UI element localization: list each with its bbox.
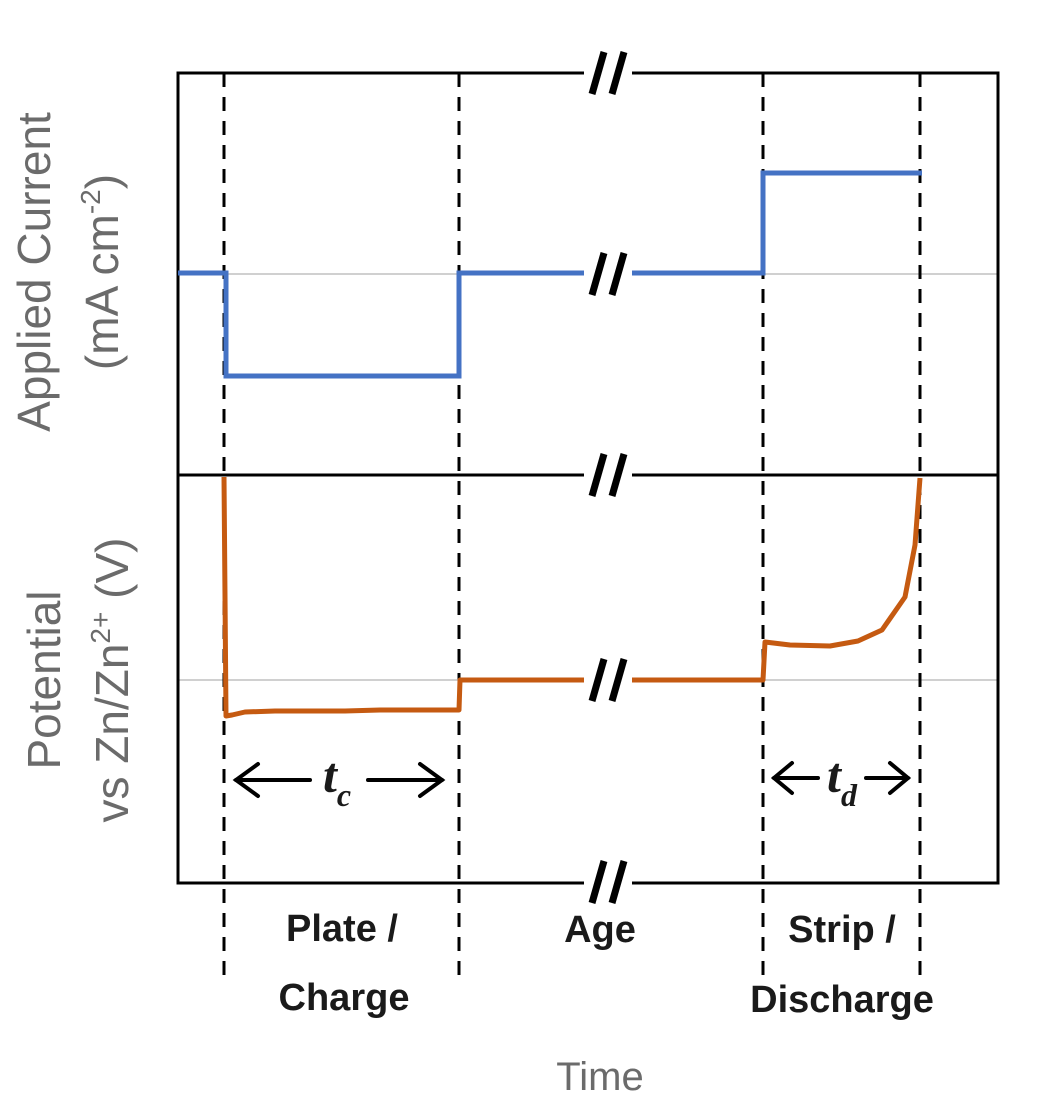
td-label: td [827,747,858,813]
top-y-axis-label-line2: (mA cm-2) [75,174,128,370]
phase-label-age: Age [564,909,636,951]
phase-label-discharge: Discharge [750,979,934,1021]
applied-current-trace [178,170,922,379]
top-y-axis-label-line1: Applied Current [8,112,60,432]
phase-label-plate: Plate / [286,908,398,950]
phase-label-strip: Strip / [788,909,896,951]
bottom-y-axis-label-line2: vs Zn/Zn2+ (V) [85,538,138,823]
x-axis-label: Time [556,1055,643,1098]
break-mark-bottom [584,860,632,904]
tc-arrow [232,762,446,798]
tc-label: tc [323,747,351,813]
phase-label-charge: Charge [279,977,410,1019]
break-mark-top [584,51,632,95]
bottom-y-axis-label-line1: Potential [18,590,70,769]
break-mark-current [584,252,632,296]
break-mark-middle [584,453,632,497]
td-arrow [770,761,912,795]
break-mark-potential [584,658,632,702]
potential-trace [221,476,923,719]
